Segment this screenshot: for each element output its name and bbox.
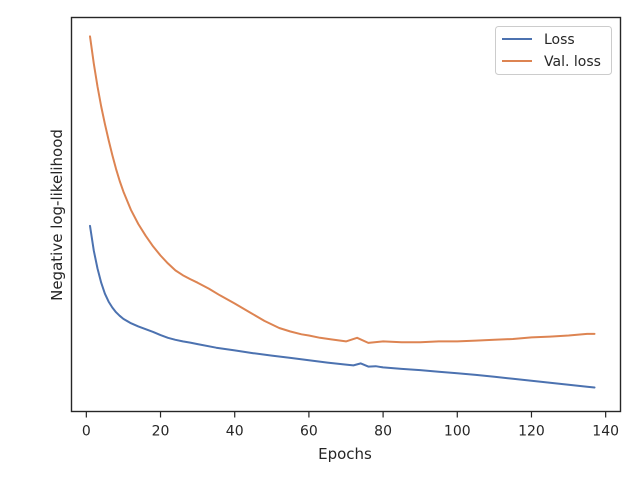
- x-tick-label: 140: [592, 424, 619, 440]
- legend-label-loss: Loss: [544, 32, 575, 48]
- x-axis-ticks: 0 20 40 60 80 100 120 140: [82, 411, 619, 440]
- x-tick-label: 100: [444, 424, 471, 440]
- x-tick-label: 0: [82, 424, 91, 440]
- x-axis-label: Epochs: [318, 445, 372, 463]
- x-tick-label: 120: [518, 424, 545, 440]
- x-tick-label: 20: [152, 424, 170, 440]
- series-line-val-loss: [89, 35, 596, 344]
- plot-frame: [70, 16, 622, 413]
- x-tick-label: 60: [300, 424, 318, 440]
- x-tick-label: 40: [226, 424, 244, 440]
- legend-label-val-loss: Val. loss: [544, 54, 601, 70]
- y-axis-label: Negative log-likelihood: [48, 129, 66, 301]
- x-tick-label: 80: [374, 424, 392, 440]
- legend: Loss Val. loss: [495, 26, 612, 75]
- series-line-loss: [89, 224, 596, 389]
- plot-area: [89, 35, 596, 389]
